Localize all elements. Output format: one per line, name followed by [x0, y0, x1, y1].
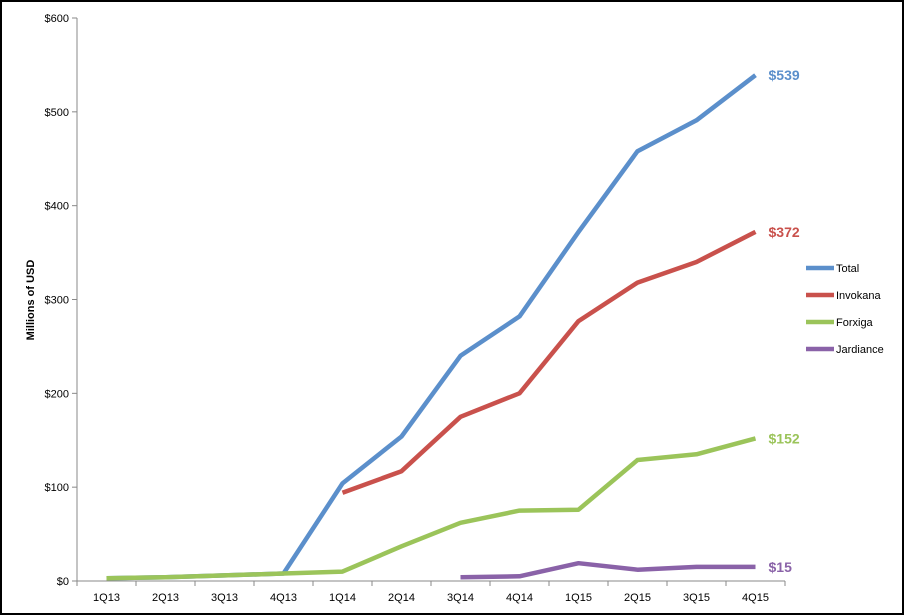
y-axis: $0 $100 $200 $300 $400 $500 $600 [45, 13, 78, 588]
y-tick-label: $300 [45, 295, 69, 307]
x-tick-label: 2Q13 [152, 592, 179, 604]
series-line-invokana [341, 229, 757, 495]
end-label-jardiance: $15 [769, 559, 793, 575]
y-tick-label: $0 [57, 576, 69, 588]
x-tick-label: 1Q15 [565, 592, 592, 604]
x-tick-label: 2Q15 [624, 592, 651, 604]
x-tick-label: 1Q14 [329, 592, 356, 604]
x-tick-label: 2Q14 [388, 592, 415, 604]
series-line-forxiga [106, 436, 757, 581]
x-tick-label: 4Q15 [742, 592, 769, 604]
series-line-jardiance [460, 560, 756, 580]
x-tick-label: 3Q15 [683, 592, 710, 604]
end-label-total: $539 [769, 67, 800, 83]
series-lines [106, 73, 757, 581]
series-line-total [106, 73, 757, 581]
legend-label-total: Total [836, 263, 859, 275]
x-tick-label: 4Q14 [506, 592, 533, 604]
legend-label-invokana: Invokana [836, 290, 882, 302]
x-tick-label: 3Q13 [211, 592, 238, 604]
y-tick-label: $100 [45, 482, 69, 494]
end-label-invokana: $372 [769, 224, 800, 240]
x-tick-label: 4Q13 [270, 592, 297, 604]
y-tick-label: $600 [45, 13, 69, 25]
y-tick-label: $500 [45, 107, 69, 119]
end-label-forxiga: $152 [769, 430, 800, 446]
legend-label-forxiga: Forxiga [836, 317, 874, 329]
end-labels: $539 $372 $152 $15 [769, 67, 800, 575]
y-tick-label: $200 [45, 388, 69, 400]
legend-label-jardiance: Jardiance [836, 344, 884, 356]
y-tick-label: $400 [45, 201, 69, 213]
legend: Total Invokana Forxiga Jardiance [806, 263, 884, 356]
x-tick-label: 3Q14 [447, 592, 474, 604]
x-axis: 1Q13 2Q13 3Q13 4Q13 1Q14 2Q14 3Q14 4Q14 1Q15 2Q15… [76, 580, 786, 604]
y-axis-label: Millions of USD [25, 260, 37, 341]
x-tick-label: 1Q13 [93, 592, 120, 604]
